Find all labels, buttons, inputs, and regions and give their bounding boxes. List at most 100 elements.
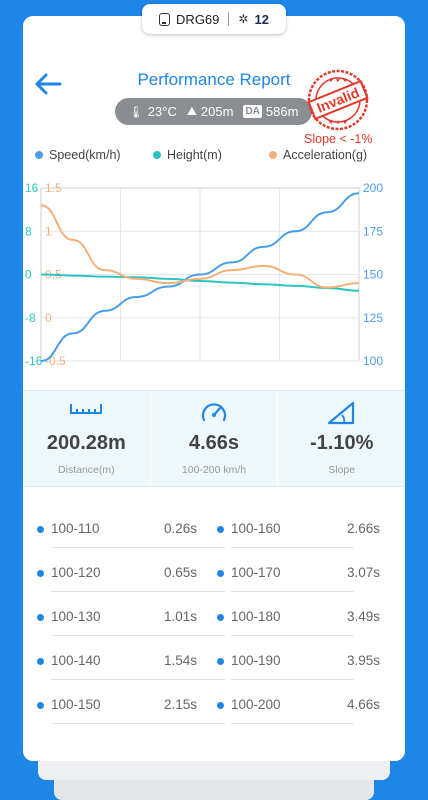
metric-slope: -1.10% Slope [278,391,405,486]
split-item: 100-170 3.07s [217,556,380,600]
slope-icon [327,401,354,425]
back-arrow-icon[interactable] [33,68,65,100]
legend-swatch [153,151,161,159]
tick-label-speed: 125 [363,311,383,325]
mountain-icon: ⛰ [186,104,197,118]
series-height-line [40,273,360,292]
split-item: 100-120 0.65s [37,556,225,600]
legend-swatch [269,151,277,159]
chart-legend: Speed(km/h) Height(m) Acceleration(g) [23,148,405,166]
legend-item-speed[interactable]: Speed(km/h) [35,148,121,162]
split-range: 100-110 [51,521,100,536]
density-altitude-label: DA [243,105,262,118]
metrics-bar: 200.28m Distance(m) 4.66s 100-200 km/h -… [23,390,405,487]
page-title: Performance Report [137,70,291,89]
temperature-value: 23°C [147,104,177,119]
split-bullet [217,702,224,709]
legend-item-acceleration[interactable]: Acceleration(g) [269,148,367,162]
metric-value: 4.66s [188,432,240,454]
split-item: 100-150 2.15s [37,688,225,732]
split-range: 100-170 [231,565,281,580]
tick-label-speed: 100 [363,354,383,368]
split-bullet [37,658,44,665]
split-bullet [217,658,224,665]
split-bullet [217,526,224,533]
split-range: 100-190 [231,653,281,668]
split-bullet [37,570,44,577]
split-range: 100-150 [51,697,101,712]
split-range: 100-180 [231,609,281,624]
metric-value: -1.10% [309,432,374,454]
metric-label: Distance(m) [58,464,115,476]
conditions-badge: 🌡 23°C ⛰ 205m DA 586m [115,98,312,125]
tick-label-height: 0 [25,268,32,282]
series-acceleration-line [40,204,360,289]
split-item: 100-180 3.49s [217,600,380,644]
tick-label-speed: 200 [363,181,383,195]
tick-label-height: -16 [25,354,43,368]
metric-value: 200.28m [46,432,126,454]
metric-time: 4.66s 100-200 km/h [151,391,279,486]
split-item: 100-130 1.01s [37,600,225,644]
split-range: 100-160 [231,521,281,536]
legend-label: Speed(km/h) [49,148,121,162]
metric-distance: 200.28m Distance(m) [23,391,151,486]
split-bullet [217,614,224,621]
tick-label-height: -8 [25,311,36,325]
metric-label: Slope [328,464,356,476]
ruler-icon [70,404,103,414]
tick-label-height: 16 [25,181,39,195]
legend-swatch [35,151,43,159]
device-icon [159,12,171,26]
legend-item-height[interactable]: Height(m) [153,148,222,162]
device-name: DRG69 [176,11,220,27]
divider [228,12,230,26]
report-card: Performance Report 🌡 23°C ⛰ 205m DA 586m… [23,16,405,761]
speedometer-icon [201,403,227,422]
svg-text:★ ★ ★: ★ ★ ★ [328,77,347,84]
split-time: 1.01s [163,609,197,624]
split-time: 1.54s [163,653,197,668]
split-item: 100-200 4.66s [217,688,380,732]
split-item: 100-190 3.95s [217,644,380,688]
series-speed-line [40,192,360,362]
split-item: 100-160 2.66s [217,512,380,556]
split-bullet [217,570,224,577]
split-item: 100-140 1.54s [37,644,225,688]
satellite-icon: ✲ [238,12,249,26]
altitude-value: 205m [200,104,234,119]
tick-label-acceleration: 1 [45,224,52,238]
metric-label: 100-200 km/h [181,464,247,476]
split-item: 100-110 0.26s [37,512,225,556]
tick-label-acceleration: 0 [45,311,52,325]
split-time: 0.26s [163,521,197,536]
tick-label-acceleration: 1.5 [45,181,62,195]
tick-label-acceleration: -0.5 [45,354,66,368]
thermometer-icon: 🌡 [128,104,144,119]
split-range: 100-200 [231,697,281,712]
split-time: 0.65s [163,565,197,580]
split-bullet [37,702,44,709]
satellite-count: 12 [254,11,269,27]
stamp-text: Invalid [314,84,361,115]
split-time: 2.15s [163,697,197,712]
split-range: 100-140 [51,653,101,668]
invalid-stamp: Invalid ★ ★ ★ ★ ★ ★ [307,69,369,131]
device-status-pill[interactable]: DRG69 ✲ 12 [142,4,286,34]
density-altitude-value: 586m [265,104,299,119]
split-time: 3.95s [346,653,380,668]
stamp-note: Slope < -1% [304,132,373,146]
legend-label: Height(m) [167,148,222,162]
split-range: 100-130 [51,609,101,624]
split-range: 100-120 [51,565,101,580]
legend-label: Acceleration(g) [283,148,368,162]
split-time: 3.07s [346,565,380,580]
split-time: 4.66s [346,697,380,712]
tick-label-speed: 150 [363,268,383,282]
svg-text:★ ★ ★: ★ ★ ★ [328,119,347,126]
tick-label-speed: 175 [363,224,383,238]
split-bullet [37,614,44,621]
chart-lines [40,192,360,362]
